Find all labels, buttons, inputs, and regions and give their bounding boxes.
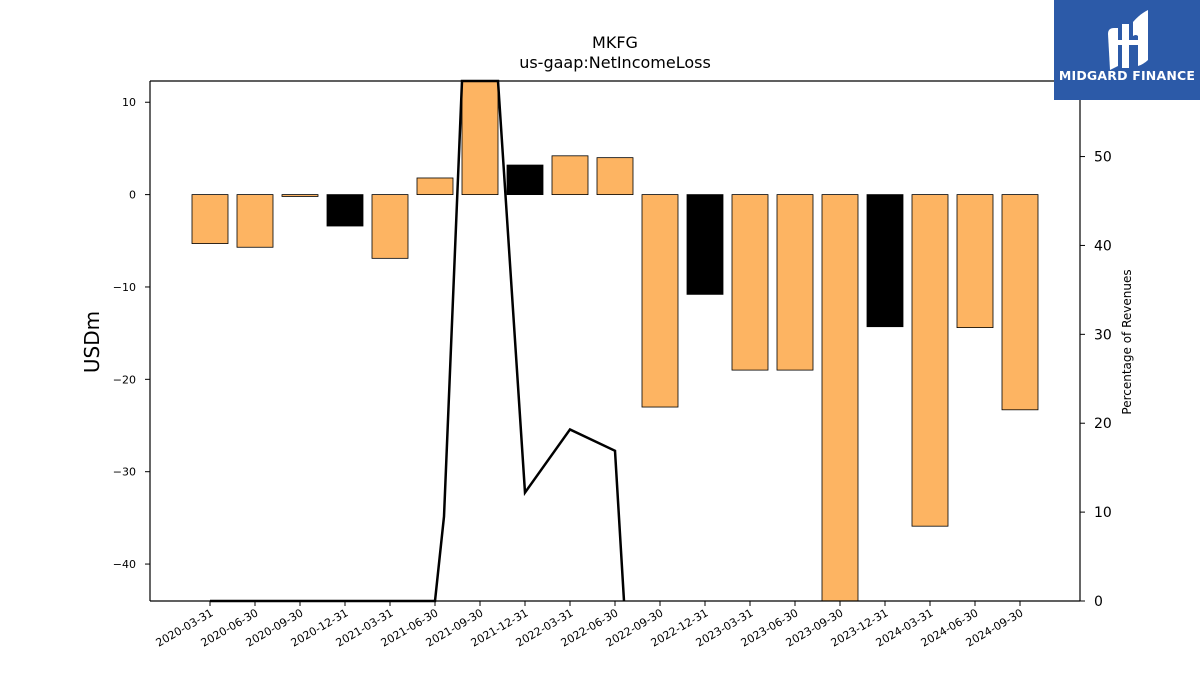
bars-group: [191, 80, 1039, 602]
y2-tick-label: 0: [1094, 594, 1103, 610]
y-tick-label: −40: [113, 558, 136, 571]
y2-tick-label: 10: [1094, 505, 1112, 521]
midgard-logo-icon: [1108, 10, 1148, 70]
logo-text: MIDGARD FINANCE: [1058, 68, 1196, 83]
y-axis-label: USDm: [80, 311, 104, 373]
bar-2024-03-31: [911, 194, 949, 527]
bar-2022-09-30: [641, 194, 679, 408]
bar-2024-06-30: [956, 194, 994, 329]
bar-2020-06-30: [236, 194, 274, 248]
bar-2020-09-30: [281, 194, 319, 197]
bar-2023-06-30: [776, 194, 814, 371]
bar-2020-12-31: [326, 194, 364, 227]
bar-2024-09-30: [1001, 194, 1039, 411]
bar-2021-06-30: [416, 177, 454, 196]
chart-subtitle: us-gaap:NetIncomeLoss: [519, 53, 711, 72]
y-tick-label: 0: [129, 189, 136, 202]
bar-2022-06-30: [596, 157, 634, 196]
bar-2021-09-30: [461, 80, 499, 196]
bar-2021-12-31: [506, 164, 544, 196]
y2-tick-label: 20: [1094, 416, 1112, 432]
bar-2023-09-30: [821, 194, 859, 602]
bar-2023-12-31: [866, 194, 904, 328]
bar-2022-03-31: [551, 155, 589, 196]
midgard-logo: MIDGARD FINANCE: [1054, 0, 1200, 100]
y-tick-label: −30: [113, 466, 136, 479]
y2-tick-label: 50: [1094, 150, 1112, 166]
y2-tick-label: 40: [1094, 238, 1112, 254]
bar-2023-03-31: [731, 194, 769, 371]
y-tick-label: 10: [122, 96, 136, 109]
bar-2021-03-31: [371, 194, 409, 259]
y2-tick-label: 30: [1094, 327, 1112, 343]
y2-axis-label: Percentage of Revenues: [1120, 269, 1134, 414]
y-tick-label: −10: [113, 281, 136, 294]
chart-title: MKFG: [592, 33, 638, 52]
bar-2022-12-31: [686, 194, 724, 295]
y-tick-label: −20: [113, 373, 136, 386]
bar-2020-03-31: [191, 194, 229, 244]
